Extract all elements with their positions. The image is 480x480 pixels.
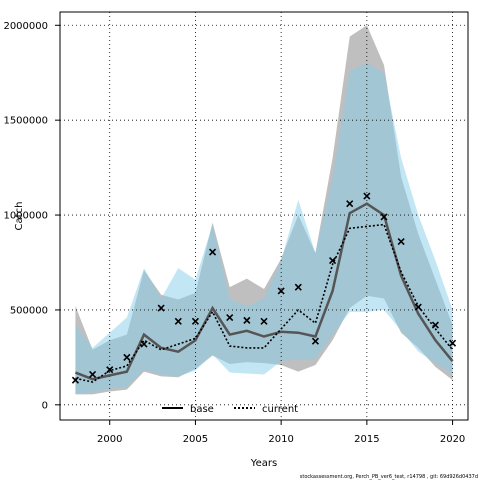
series-line-current xyxy=(75,223,454,383)
observed-point xyxy=(431,321,439,329)
x-tick-label: 2020 xyxy=(440,434,465,445)
grid-lines xyxy=(60,12,468,420)
y-tick-label: 500000 xyxy=(10,305,48,316)
observed-point xyxy=(71,376,79,384)
x-axis-title: Years xyxy=(250,458,277,469)
observed-point xyxy=(363,192,371,200)
observed-point xyxy=(449,339,457,347)
y-axis-ticks: 0 500000 1000000 1500000 2000000 xyxy=(3,21,60,411)
x-tick-label: 2005 xyxy=(183,434,208,445)
observed-point xyxy=(174,317,182,325)
observed-point xyxy=(209,248,217,256)
y-tick-label: 1500000 xyxy=(3,116,48,127)
legend: base current xyxy=(162,404,298,415)
plot-frame xyxy=(59,11,469,421)
y-tick-label: 1000000 xyxy=(3,211,48,222)
y-tick-label: 2000000 xyxy=(3,21,48,32)
observed-point xyxy=(294,283,302,291)
observed-point xyxy=(140,340,148,348)
observed-point xyxy=(243,316,251,324)
observed-point xyxy=(346,200,354,208)
observed-point xyxy=(397,238,405,246)
observed-point xyxy=(380,213,388,221)
y-axis-title: Catch xyxy=(14,202,25,231)
legend-base-label: base xyxy=(190,404,214,415)
x-tick-label: 2010 xyxy=(268,434,293,445)
y-tick-label: 0 xyxy=(42,400,48,411)
confidence-bands xyxy=(75,25,453,395)
x-tick-label: 2000 xyxy=(97,434,122,445)
x-axis-ticks: 2000 2005 2010 2015 2020 xyxy=(97,420,465,445)
observed-point xyxy=(191,317,199,325)
observed-point xyxy=(311,337,319,345)
observed-point xyxy=(277,287,285,295)
band-current xyxy=(75,63,453,394)
observed-point xyxy=(157,304,165,312)
x-tick-label: 2015 xyxy=(354,434,379,445)
observed-point xyxy=(106,366,114,374)
series-lines xyxy=(74,202,454,383)
observed-point xyxy=(260,317,268,325)
observed-point xyxy=(89,370,97,379)
observed-point xyxy=(329,257,337,265)
observed-point xyxy=(226,313,234,322)
observed-points xyxy=(71,192,457,384)
legend-current-label: current xyxy=(262,404,298,415)
series-line-base xyxy=(74,202,454,381)
observed-point xyxy=(123,353,131,361)
observed-point xyxy=(414,303,422,311)
footer-text: stockassessment.org, Perch_PB_ver6_test,… xyxy=(300,474,478,480)
